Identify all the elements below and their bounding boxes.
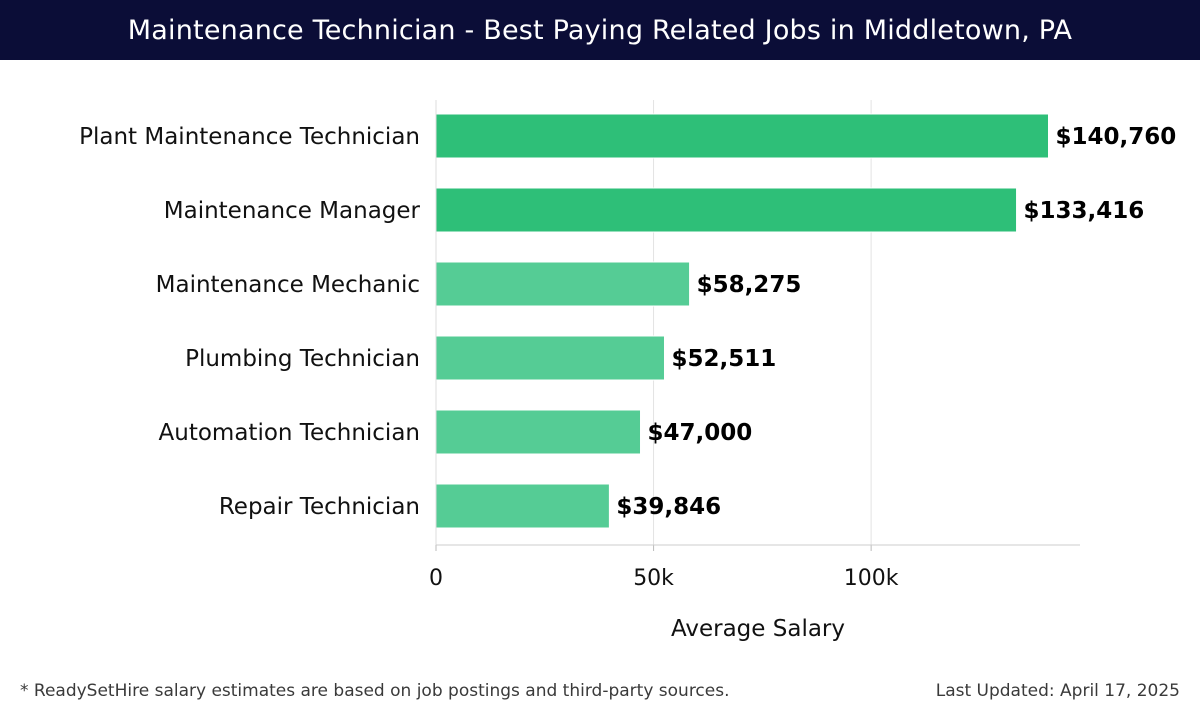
category-label: Plumbing Technician	[185, 346, 420, 372]
grid-layer	[435, 100, 872, 545]
bar	[435, 187, 1018, 233]
category-label: Plant Maintenance Technician	[79, 124, 420, 150]
bar	[435, 335, 665, 381]
last-updated-label: Last Updated:	[935, 681, 1055, 701]
bar-layer	[435, 113, 1049, 529]
value-label: $39,846	[616, 494, 721, 520]
chart-title: Maintenance Technician - Best Paying Rel…	[127, 14, 1073, 46]
axis-layer: 0 50k 100k Average Salary	[429, 100, 1080, 642]
value-label: $133,416	[1024, 198, 1145, 224]
x-tick-label: 100k	[844, 566, 899, 591]
bar	[435, 261, 691, 307]
bar-chart: Plant Maintenance Technician $140,760 Main…	[79, 100, 1176, 642]
bar	[435, 113, 1049, 159]
footnote: * ReadySetHire salary estimates are base…	[20, 681, 730, 701]
category-label: Repair Technician	[219, 494, 420, 520]
title-bar: Maintenance Technician - Best Paying Rel…	[0, 0, 1200, 60]
bar	[435, 409, 642, 455]
category-label: Automation Technician	[159, 420, 420, 446]
value-label: $47,000	[648, 420, 753, 446]
x-tick-label: 0	[429, 566, 443, 591]
x-tick-label: 50k	[633, 566, 674, 591]
x-axis-title: Average Salary	[671, 616, 845, 642]
category-label: Maintenance Manager	[164, 198, 421, 224]
last-updated: Last Updated: April 17, 2025	[936, 681, 1180, 701]
category-label: Maintenance Mechanic	[156, 272, 420, 298]
bar	[435, 483, 610, 529]
label-layer: Plant Maintenance Technician $140,760 Main…	[79, 124, 1176, 520]
value-label: $52,511	[671, 346, 776, 372]
value-label: $58,275	[697, 272, 802, 298]
value-label: $140,760	[1055, 124, 1176, 150]
last-updated-date: April 17, 2025	[1060, 681, 1180, 701]
